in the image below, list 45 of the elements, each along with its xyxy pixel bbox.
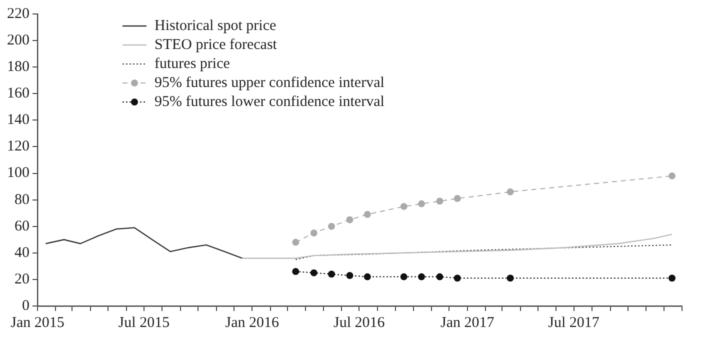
point [364,273,371,280]
y-tick-label: 120 [7,138,30,155]
point [418,273,425,280]
point [668,172,676,180]
legend-label: STEO price forecast [154,36,278,53]
point [400,202,408,210]
x-tick-label: Jul 2016 [334,314,386,331]
legend-label: Historical spot price [154,18,276,34]
y-tick-label: 80 [14,192,30,208]
y-tick-label: 180 [7,59,30,76]
point [328,222,336,230]
point [400,273,408,280]
x-tick-label: Jan 2017 [440,314,495,331]
legend-label: 95% futures lower confidence interval [154,94,384,110]
x-tick-label: Jul 2015 [118,314,170,331]
legend-label: futures price [154,56,230,72]
point [292,238,300,246]
y-tick-label: 140 [7,112,30,128]
point [506,188,514,196]
point [454,194,461,202]
point [292,268,300,275]
point [364,210,371,218]
point [668,274,676,282]
point [454,274,461,282]
y-tick-label: 20 [14,271,30,288]
y-tick-label: 0 [22,298,30,314]
x-tick-label: Jan 2016 [225,314,280,331]
point [310,269,318,276]
point [506,274,514,282]
legend-label: 95% futures upper confidence interval [154,74,384,91]
y-tick-label: 200 [7,32,30,48]
y-tick-label: 160 [7,86,30,102]
point [328,270,336,278]
y-tick-label: 60 [14,218,30,234]
y-tick-label: 100 [7,165,30,182]
x-tick-label: Jul 2017 [548,314,600,331]
point [346,216,354,224]
point [436,273,444,280]
y-tick-label: 220 [7,6,30,22]
point [436,198,444,205]
point [418,200,425,208]
point [310,230,318,236]
point [346,272,354,279]
x-tick-label: Jan 2015 [10,314,64,331]
y-tick-label: 40 [14,244,30,261]
